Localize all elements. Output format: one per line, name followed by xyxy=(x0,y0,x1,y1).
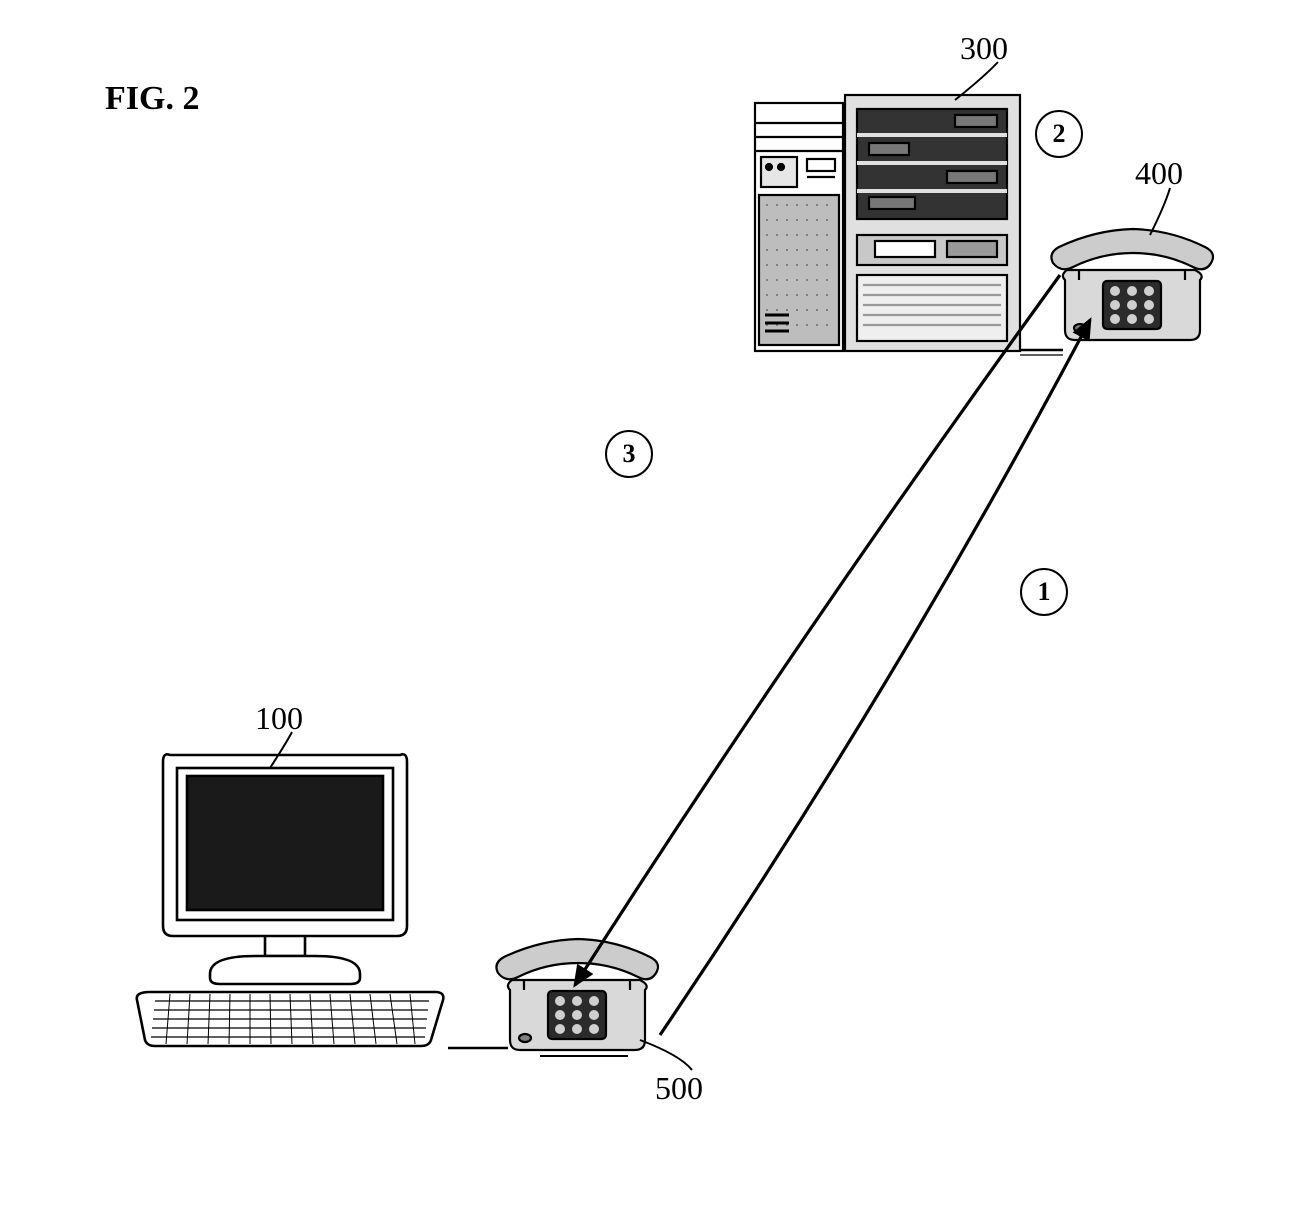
computer-node xyxy=(115,740,460,1055)
server-node xyxy=(745,85,1035,370)
phone-bottom-node xyxy=(490,935,665,1065)
ref-server: 300 xyxy=(960,30,1008,67)
figure-canvas: FIG. 2 xyxy=(0,0,1303,1215)
step-circle-2: 2 xyxy=(1035,110,1083,158)
ref-phone-top: 400 xyxy=(1135,155,1183,192)
figure-label: FIG. 2 xyxy=(105,80,199,118)
step-circle-3: 3 xyxy=(605,430,653,478)
ref-computer: 100 xyxy=(255,700,303,737)
ref-phone-bottom: 500 xyxy=(655,1070,703,1107)
step-circle-1: 1 xyxy=(1020,568,1068,616)
phone-top-node xyxy=(1045,225,1220,355)
